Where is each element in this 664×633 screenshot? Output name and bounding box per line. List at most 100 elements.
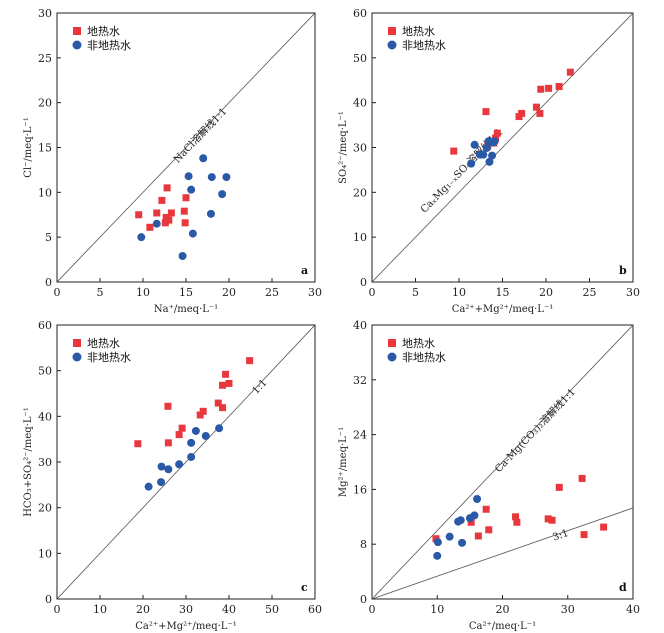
data-point-geothermal	[555, 83, 563, 91]
reference-line-label: 3:1	[551, 528, 570, 544]
data-point-geothermal	[164, 439, 172, 447]
data-point-non-geothermal	[206, 209, 215, 218]
y-tick-label: 30	[38, 456, 52, 469]
data-point-geothermal	[544, 515, 552, 523]
data-point-non-geothermal	[187, 185, 196, 194]
data-point-non-geothermal	[188, 229, 197, 238]
data-point-geothermal	[485, 526, 493, 534]
data-point-geothermal	[163, 184, 171, 192]
x-tick-label: 30	[179, 603, 193, 616]
data-point-geothermal	[165, 216, 173, 224]
legend-marker-circle	[387, 40, 397, 50]
data-point-geothermal	[134, 440, 142, 448]
data-point-geothermal	[167, 209, 175, 217]
y-tick-label: 0	[360, 593, 367, 606]
data-point-non-geothermal	[222, 173, 231, 182]
x-tick-label: 60	[308, 603, 322, 616]
data-point-non-geothermal	[215, 424, 224, 433]
y-tick-label: 10	[38, 186, 52, 199]
data-point-geothermal	[513, 518, 521, 526]
legend-entry-label: 非地热水	[87, 351, 131, 364]
data-point-geothermal	[214, 399, 222, 407]
y-tick-label: 24	[353, 429, 367, 442]
data-point-non-geothermal	[201, 431, 210, 440]
data-point-geothermal	[164, 402, 172, 410]
data-point-non-geothermal	[458, 538, 467, 547]
x-tick-label: 10	[430, 603, 444, 616]
y-tick-label: 20	[353, 186, 367, 199]
y-tick-label: 10	[38, 547, 52, 560]
y-axis-label: Mg²⁺/meq·L⁻¹	[338, 427, 349, 497]
legend-marker-circle	[72, 40, 82, 50]
x-axis-label: Ca²⁺/meq·L⁻¹	[469, 621, 536, 632]
data-point-non-geothermal	[445, 532, 454, 541]
legend-entry-label: 地热水	[87, 337, 120, 350]
legend-marker-square	[388, 339, 396, 347]
data-point-non-geothermal	[488, 151, 497, 160]
chart-panel-d: 0 10 20 30 40 0 8 16 24 32 40 Ca²⁺/meq·L⁻¹ Mg²⁺/meq·…	[338, 319, 640, 632]
x-tick-label: 25	[583, 286, 597, 299]
data-point-non-geothermal	[470, 511, 479, 520]
legend-marker-square	[73, 339, 81, 347]
x-axis-label: Na⁺/meq·L⁻¹	[154, 304, 218, 315]
data-point-non-geothermal	[187, 452, 196, 461]
y-tick-label: 20	[38, 97, 52, 110]
y-tick-label: 60	[353, 7, 367, 20]
data-point-non-geothermal	[187, 438, 196, 447]
data-point-geothermal	[467, 518, 475, 526]
reference-line	[57, 13, 315, 282]
x-axis-label: Ca²⁺+Mg²⁺/meq·L⁻¹	[135, 621, 236, 632]
legend-marker-square	[73, 27, 81, 35]
legend-marker-circle	[72, 352, 82, 362]
reference-line	[372, 13, 633, 282]
data-point-geothermal	[135, 211, 143, 219]
data-point-geothermal	[532, 103, 540, 111]
data-point-geothermal	[153, 209, 161, 217]
data-point-non-geothermal	[473, 494, 482, 503]
panel-label: d	[619, 581, 627, 594]
x-tick-label: 25	[265, 286, 279, 299]
data-point-non-geothermal	[191, 426, 200, 435]
data-point-non-geothermal	[152, 219, 161, 228]
y-tick-label: 15	[38, 142, 52, 155]
x-tick-label: 40	[626, 603, 640, 616]
legend-entry-label: 非地热水	[402, 351, 446, 364]
data-point-geothermal	[246, 357, 254, 365]
data-point-geothermal	[482, 505, 490, 513]
data-point-geothermal	[219, 381, 227, 389]
data-point-geothermal	[580, 531, 588, 539]
y-tick-label: 16	[353, 483, 367, 496]
data-point-non-geothermal	[144, 482, 153, 491]
data-point-non-geothermal	[184, 172, 193, 181]
data-point-geothermal	[450, 147, 458, 155]
x-axis-label: Ca²⁺+Mg²⁺/meq·L⁻¹	[452, 304, 553, 315]
data-point-geothermal	[536, 109, 544, 117]
y-tick-label: 32	[353, 374, 367, 387]
data-point-geothermal	[146, 223, 154, 231]
data-point-geothermal	[482, 108, 490, 116]
data-point-geothermal	[222, 370, 230, 378]
data-point-geothermal	[180, 207, 188, 215]
data-point-geothermal	[199, 407, 207, 415]
y-axis-label: Cl⁻/meq·L⁻¹	[23, 117, 34, 177]
data-point-geothermal	[537, 85, 545, 93]
reference-line	[372, 325, 633, 599]
reference-line	[57, 325, 315, 599]
legend-marker-circle	[387, 352, 397, 362]
data-point-non-geothermal	[178, 251, 187, 260]
data-point-geothermal	[518, 109, 526, 117]
data-point-non-geothermal	[433, 538, 442, 547]
data-point-geothermal	[578, 474, 586, 482]
panel-label: b	[619, 264, 627, 277]
x-tick-label: 20	[136, 603, 150, 616]
x-tick-label: 15	[179, 286, 193, 299]
data-point-geothermal	[566, 68, 574, 76]
y-tick-label: 20	[38, 502, 52, 515]
data-point-geothermal	[512, 513, 520, 521]
data-point-geothermal	[178, 424, 186, 432]
data-point-non-geothermal	[482, 143, 491, 152]
y-tick-label: 30	[353, 142, 367, 155]
y-tick-label: 0	[45, 593, 52, 606]
reference-line-label: 1:1	[251, 377, 270, 396]
data-point-non-geothermal	[433, 551, 442, 560]
